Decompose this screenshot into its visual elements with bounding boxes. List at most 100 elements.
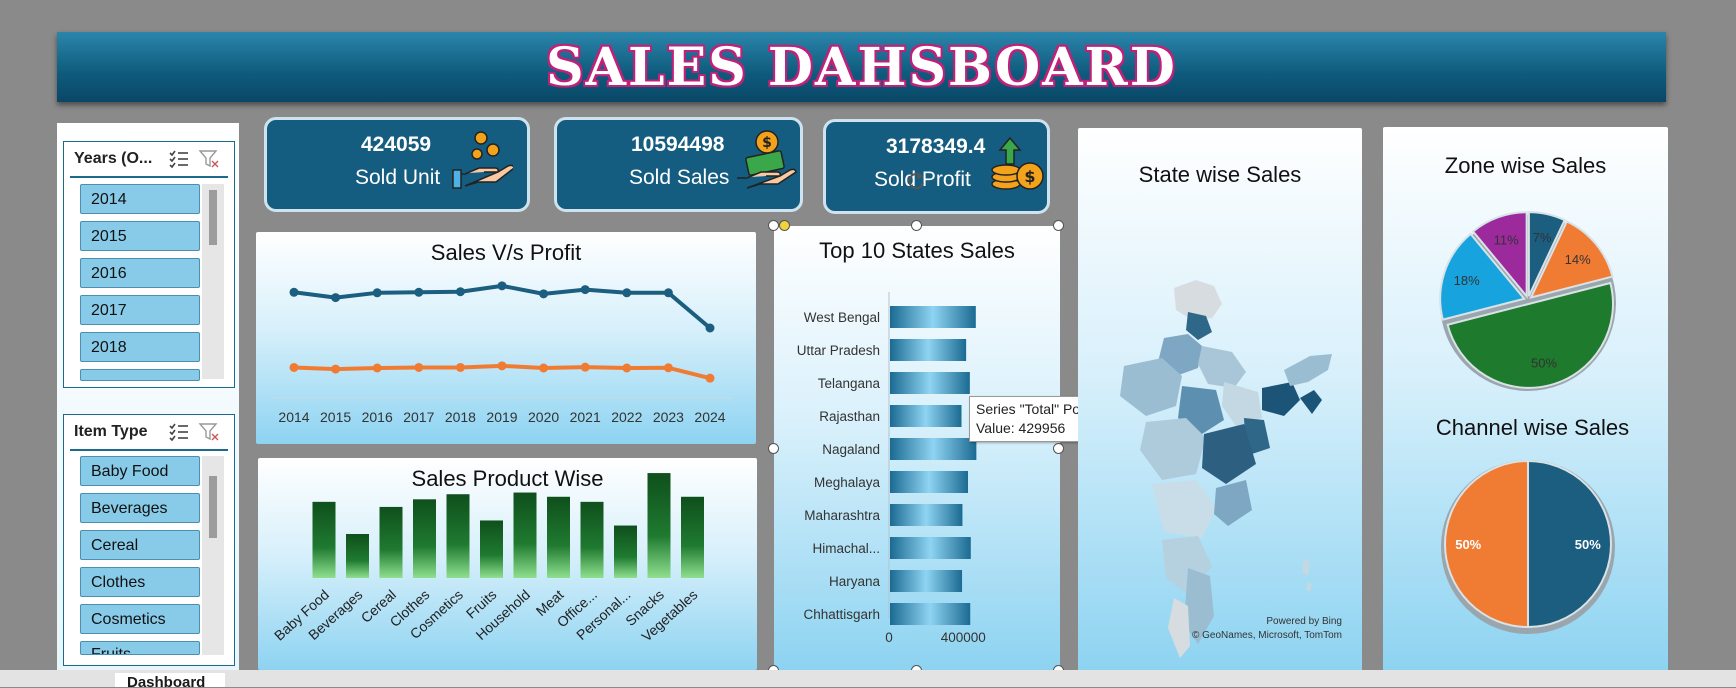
line-point-s1-2019 — [497, 281, 507, 291]
pie-1-slice-3 — [1446, 281, 1614, 389]
line-point-s1-2018 — [455, 287, 465, 297]
line-x-tick-2023: 2023 — [653, 409, 684, 425]
pie-1-label-5: 11% — [1494, 232, 1519, 247]
clear-filter-icon[interactable] — [198, 422, 220, 442]
kpi-sold-profit: 3178349.4 Sold Profit $ — [823, 119, 1050, 214]
product-bar-household — [513, 492, 537, 578]
slicer-item-clothes[interactable]: Clothes — [80, 567, 200, 597]
product-bar-fruits — [480, 520, 503, 578]
state-bar-maharashtra — [890, 504, 963, 526]
line-point-s2-2021 — [580, 362, 590, 372]
state-bar-rajasthan — [890, 405, 962, 427]
rotate-handle-icon[interactable] — [905, 170, 927, 192]
state-map-panel[interactable]: State wise Sales Powered by Bing © GeoNa… — [1078, 128, 1362, 673]
state-label-nagaland: Nagaland — [822, 442, 880, 457]
resize-handle-tm[interactable] — [911, 220, 922, 231]
india-map — [1120, 280, 1332, 658]
years-slicer: Years (O... 2014 2015 2016 2017 2018 — [63, 141, 235, 388]
sales-vs-profit-panel[interactable]: Sales V/s Profit 2014 2015 2016 2017 2018 201… — [256, 232, 756, 444]
bar-chart-title: Sales Product Wise — [411, 466, 604, 491]
map-credit-sources: © GeoNames, Microsoft, TomTom — [1192, 630, 1342, 641]
zone-pie-title: Zone wise Sales — [1444, 153, 1607, 178]
line-point-s2-2019 — [497, 361, 507, 371]
svg-text:$: $ — [1024, 167, 1035, 186]
state-label-rajasthan: Rajasthan — [819, 409, 880, 424]
channel-pie-title: Channel wise Sales — [1435, 415, 1630, 440]
resize-handle-tr[interactable] — [1053, 220, 1064, 231]
line-x-tick-2017: 2017 — [403, 409, 434, 425]
product-bar-office — [580, 501, 604, 578]
pie-2-slice-1 — [1527, 459, 1612, 629]
line-x-tick-2024: 2024 — [694, 409, 725, 425]
clear-filter-icon[interactable] — [198, 149, 220, 169]
sheet-tab-bar — [0, 670, 1736, 687]
line-point-s2-2023 — [663, 363, 673, 373]
resize-handle-tl2[interactable] — [779, 220, 790, 231]
line-series-1 — [293, 283, 712, 330]
resize-handle-ml[interactable] — [768, 443, 779, 454]
product-bar-baby-food — [312, 501, 336, 578]
product-bar-beverages — [346, 534, 369, 578]
pie-1-slice-2 — [1529, 220, 1614, 299]
hbar-chart-title: Top 10 States Sales — [819, 238, 1015, 263]
line-point-s1-2017 — [414, 287, 424, 297]
slicer-item-beverages[interactable]: Beverages — [80, 493, 200, 523]
resize-handle-mr[interactable] — [1053, 443, 1064, 454]
slicer-item-fruits[interactable]: Fruits — [80, 641, 200, 655]
state-label-himachal: Himachal... — [812, 541, 880, 556]
kpi-sold-profit-value: 3178349.4 — [886, 135, 986, 158]
item-type-scrollbar[interactable] — [202, 456, 224, 655]
slicer-item-2014[interactable]: 2014 — [80, 184, 200, 214]
pie-2-label-1: 50% — [1575, 537, 1601, 552]
item-type-scroll-thumb[interactable] — [209, 476, 217, 538]
pie-charts-svg: 7% 14% 50% 18% 11% 50% 50% — [1439, 211, 1616, 634]
slicer-item-cereal[interactable]: Cereal — [80, 530, 200, 560]
line-point-s2-2016 — [372, 363, 382, 373]
line-point-s1-2024 — [705, 323, 715, 333]
multi-select-icon[interactable] — [168, 149, 190, 169]
multi-select-icon[interactable] — [168, 422, 190, 442]
slicer-item-partial[interactable] — [80, 369, 200, 381]
slicer-item-baby-food[interactable]: Baby Food — [80, 456, 200, 486]
line-chart-title: Sales V/s Profit — [430, 240, 582, 265]
line-point-s2-2017 — [414, 362, 424, 372]
state-label-haryana: Haryana — [829, 574, 881, 589]
map-title: State wise Sales — [1138, 162, 1302, 187]
slicer-item-2018[interactable]: 2018 — [80, 332, 200, 362]
resize-handle-tl[interactable] — [768, 220, 779, 231]
tooltip-value: Value: 429956 — [976, 420, 1066, 436]
line-x-tick-2022: 2022 — [611, 409, 642, 425]
kpi-sold-sales-value: 10594498 — [631, 133, 725, 156]
dashboard-title: SALES DAHSBOARD — [546, 36, 1177, 98]
hbar-chart-svg: West Bengal Uttar Pradesh Telangana Rajasth… — [797, 292, 986, 645]
slicer-item-2015[interactable]: 2015 — [80, 221, 200, 251]
pie-1-label-3: 50% — [1531, 355, 1557, 370]
line-x-tick-2019: 2019 — [486, 409, 517, 425]
pie-1-slice-4 — [1439, 232, 1526, 321]
line-point-s2-2018 — [455, 362, 465, 372]
line-point-s1-2021 — [580, 285, 590, 295]
state-label-chhattisgarh: Chhattisgarh — [803, 607, 880, 622]
money-hand-icon: $ — [737, 130, 797, 189]
sheet-tab-dashboard[interactable]: Dashboard — [115, 673, 225, 687]
slicer-item-cosmetics[interactable]: Cosmetics — [80, 604, 200, 634]
years-scroll-thumb[interactable] — [209, 190, 217, 245]
line-point-s1-2015 — [331, 293, 341, 303]
pie-panel[interactable]: Zone wise Sales Channel wise Sales 7% 14%… — [1383, 127, 1668, 673]
line-point-s2-2024 — [705, 373, 715, 383]
state-bar-telangana — [890, 372, 970, 394]
years-scrollbar[interactable] — [202, 184, 224, 379]
slicer-item-2016[interactable]: 2016 — [80, 258, 200, 288]
product-bar-snacks — [647, 473, 671, 578]
pie-1-slice-1 — [1527, 211, 1566, 297]
product-bar-cereal — [379, 506, 403, 578]
coins-hand-icon — [452, 131, 513, 189]
line-point-s1-2014 — [289, 287, 299, 297]
sales-product-panel[interactable]: Sales Product Wise Baby Food Beverages Cer… — [258, 458, 757, 670]
slicer-item-2017[interactable]: 2017 — [80, 295, 200, 325]
top-states-panel[interactable]: Top 10 States Sales West Bengal Uttar Pra… — [774, 226, 1060, 670]
line-point-s1-2016 — [372, 288, 382, 298]
line-x-tick-2014: 2014 — [278, 409, 309, 425]
line-point-s1-2022 — [622, 288, 632, 298]
bar-chart-svg: Baby FoodBeveragesCerealClothesCosmetics… — [271, 473, 704, 645]
